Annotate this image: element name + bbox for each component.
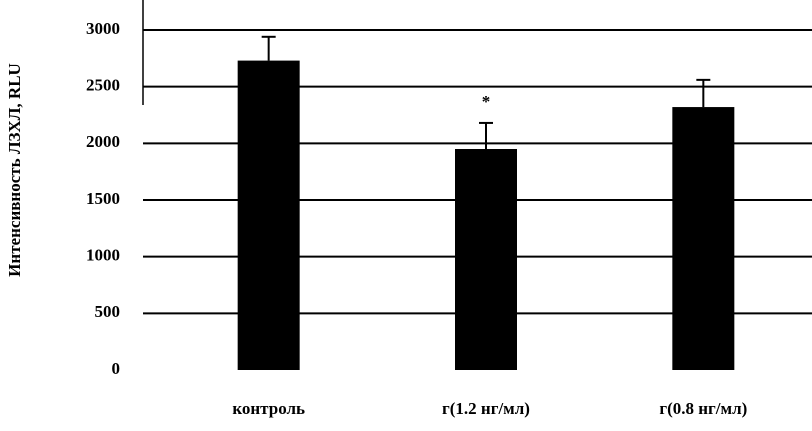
bar	[237, 60, 300, 370]
x-tick-label: контроль	[232, 399, 305, 418]
bar	[672, 107, 735, 371]
annotation: *	[482, 92, 491, 111]
y-tick-label: 1000	[86, 246, 120, 265]
y-tick-label: 3000	[86, 19, 120, 38]
bar	[455, 149, 517, 370]
y-tick-label: 2000	[86, 132, 120, 151]
y-axis-title: Интенсивность ЛЗХЛ, RLU	[5, 63, 24, 277]
x-tick-label: г(1.2 нг/мл)	[442, 399, 530, 418]
y-tick-label: 2500	[86, 76, 120, 95]
y-tick-label: 0	[112, 359, 121, 378]
y-tick-label: 500	[95, 302, 121, 321]
x-tick-label: г(0.8 нг/мл)	[659, 399, 747, 418]
y-tick-label: 1500	[86, 189, 120, 208]
